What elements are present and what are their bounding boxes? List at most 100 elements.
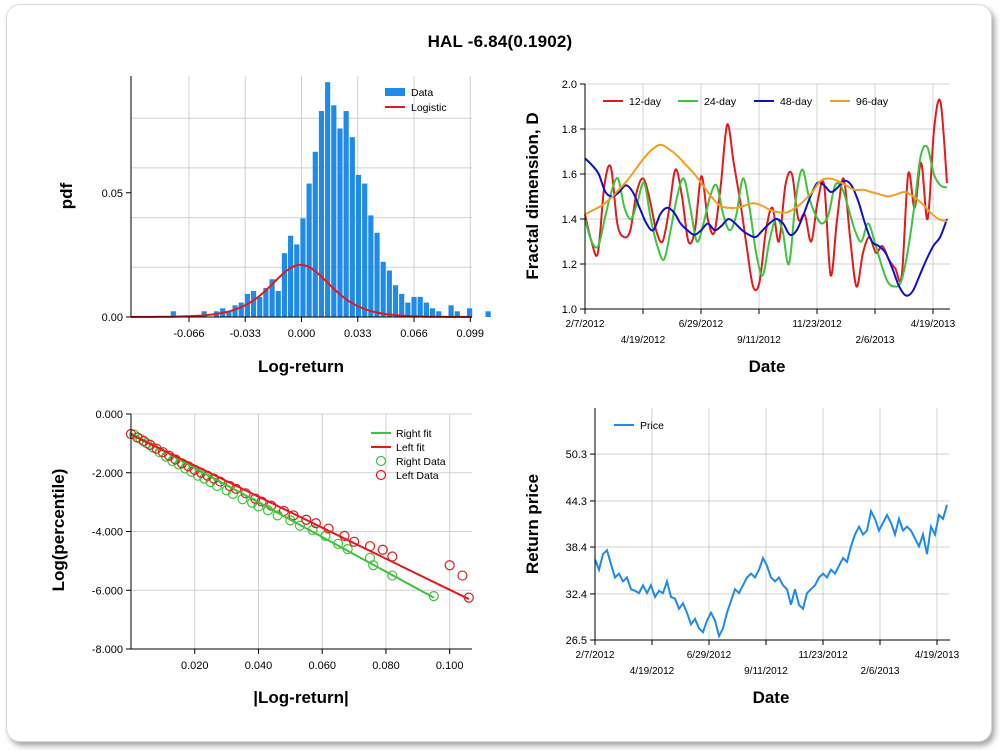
- legend-swatch-left-data: [375, 469, 387, 481]
- right-data-point: [285, 515, 296, 526]
- histogram-x-label: Log-return: [258, 357, 344, 376]
- y-tick-label: 1.6: [562, 169, 577, 181]
- price-line: [594, 504, 948, 639]
- y-tick-label: -4.000: [92, 527, 123, 539]
- x-tick-label: 2/7/2012: [566, 319, 605, 330]
- histogram-bar: [436, 311, 442, 317]
- x-tick-label: 0.060: [308, 660, 336, 672]
- left-data-point: [377, 544, 388, 555]
- y-tick-label: 2.0: [562, 79, 577, 91]
- histogram-bar: [386, 270, 392, 317]
- histogram-bar: [467, 308, 473, 317]
- x-tick-label: 0.000: [288, 328, 316, 340]
- tail-panel: 0.020 0.040 0.060 0.080 0.100 0.000 -2.000 -4.0…: [49, 409, 474, 707]
- histogram-bar: [355, 174, 362, 317]
- x-tick-label: -0.033: [230, 328, 261, 340]
- y-tick-label: 0.000: [95, 409, 123, 421]
- legend-label-logistic: Logistic: [411, 102, 447, 114]
- histogram-bar: [405, 302, 411, 317]
- legend-label-12-day: 12-day: [629, 96, 662, 108]
- x-tick-label: 4/19/2013: [915, 650, 960, 661]
- legend-label-24-day: 24-day: [704, 96, 737, 108]
- histogram-bar: [331, 105, 337, 317]
- histogram-bar: [312, 151, 318, 317]
- x-tick-label: 4/19/2012: [630, 666, 675, 677]
- y-tick-label: -6.000: [92, 585, 123, 597]
- left-data-point: [444, 560, 455, 571]
- page-title: HAL -6.84(0.1902): [427, 32, 573, 51]
- tail-legend: Right fit Left fit Right Data Left Data: [371, 428, 446, 482]
- histogram-bar: [306, 183, 312, 317]
- histogram-bar: [318, 111, 325, 318]
- histogram-bar: [411, 296, 417, 317]
- fractal-x-label: Date: [749, 357, 786, 376]
- histogram-panel: -0.066 -0.033 0.000 0.033 0.066 0.099 0.00 0.05…: [57, 76, 491, 376]
- x-tick-label: 0.033: [344, 328, 372, 340]
- legend-label-96-day: 96-day: [856, 96, 889, 108]
- x-tick-label: 0.080: [372, 660, 400, 672]
- y-tick-label: 44.3: [566, 496, 587, 508]
- price-legend: Price: [614, 420, 664, 432]
- histogram-bar: [263, 287, 269, 317]
- legend-swatch-data: [385, 88, 405, 96]
- histogram-bar: [244, 293, 250, 317]
- right-data-point: [180, 463, 191, 474]
- histogram-bar: [429, 308, 436, 317]
- histogram-bar: [374, 232, 380, 317]
- histogram-bar: [454, 311, 460, 317]
- x-tick-label: 11/23/2012: [798, 650, 848, 661]
- histogram-bar: [232, 305, 238, 317]
- y-tick-label: 1.0: [562, 304, 577, 316]
- x-tick-label: 0.066: [400, 328, 428, 340]
- x-tick-label: 0.100: [436, 660, 464, 672]
- tail-y-label: Log(percentile): [49, 469, 68, 592]
- histogram-bar: [288, 235, 294, 317]
- fractal-y-label: Fractal dimension, D: [523, 112, 542, 279]
- left-data-point: [457, 570, 468, 581]
- legend-label-48-day: 48-day: [780, 96, 813, 108]
- histogram-bar: [362, 183, 368, 317]
- histogram-bar: [380, 261, 386, 317]
- y-tick-label: 50.3: [566, 449, 587, 461]
- histogram-bar: [226, 311, 232, 317]
- fractal-line-96-day: [584, 143, 948, 223]
- y-tick-label: 26.5: [566, 635, 587, 647]
- histogram-legend: Data Logistic: [385, 87, 447, 114]
- fractal-panel: 1.0 1.2 1.4 1.6 1.8 2.0 2/7/2012 6/29/2012 11/23…: [523, 79, 956, 376]
- histogram-bar: [399, 293, 405, 317]
- histogram-bar: [337, 128, 343, 317]
- price-x-label: Date: [753, 688, 790, 707]
- x-tick-label: 6/29/2012: [679, 319, 724, 330]
- y-tick-label: 1.4: [562, 214, 577, 226]
- legend-label-right-data: Right Data: [396, 456, 446, 468]
- legend-label-data: Data: [411, 87, 433, 99]
- legend-label-left-fit: Left fit: [396, 442, 425, 454]
- left-data-point: [301, 514, 312, 525]
- x-tick-label: 2/6/2013: [861, 666, 900, 677]
- fractal-line-48-day: [584, 157, 948, 297]
- histogram-bar: [257, 296, 263, 317]
- legend-label-left-data: Left Data: [396, 470, 439, 482]
- histogram-bar: [201, 311, 207, 317]
- chart-frame: [6, 4, 992, 742]
- histogram-bar: [281, 253, 288, 317]
- histogram-bar: [238, 302, 244, 317]
- x-tick-label: 4/19/2012: [621, 335, 666, 346]
- histogram-bar: [368, 215, 374, 317]
- histogram-bar: [448, 305, 454, 317]
- histogram-bar: [343, 111, 349, 318]
- histogram-bar: [300, 218, 306, 317]
- right-data-point: [294, 520, 306, 531]
- right-data-point: [387, 570, 398, 581]
- y-tick-label: 38.4: [566, 542, 587, 554]
- histogram-bar: [294, 244, 300, 317]
- x-tick-label: 0.099: [457, 328, 485, 340]
- x-tick-label: 0.040: [245, 660, 273, 672]
- x-tick-label: 6/29/2012: [687, 650, 732, 661]
- histogram-bar: [250, 290, 257, 317]
- x-tick-label: 4/19/2013: [911, 319, 956, 330]
- x-tick-label: 11/23/2012: [792, 319, 842, 330]
- legend-swatch-right-data: [375, 455, 387, 467]
- x-tick-label: 2/7/2012: [576, 650, 615, 661]
